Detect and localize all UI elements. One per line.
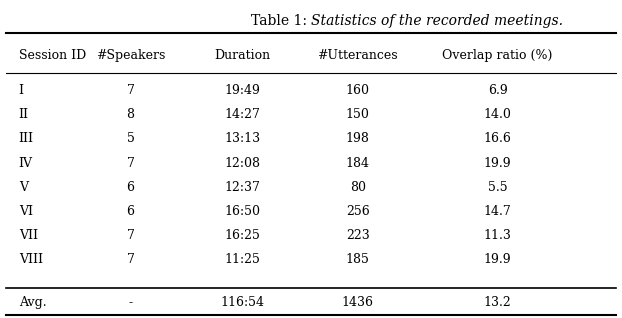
Text: Statistics of the recorded meetings.: Statistics of the recorded meetings. (311, 14, 563, 28)
Text: 13.2: 13.2 (484, 296, 511, 309)
Text: 19.9: 19.9 (484, 253, 511, 266)
Text: 16:25: 16:25 (225, 229, 261, 242)
Text: 185: 185 (346, 253, 369, 266)
Text: 14.0: 14.0 (484, 108, 511, 121)
Text: 12:08: 12:08 (225, 157, 261, 169)
Text: 256: 256 (346, 205, 369, 218)
Text: 5: 5 (127, 133, 134, 145)
Text: 116:54: 116:54 (221, 296, 264, 309)
Text: V: V (19, 181, 27, 194)
Text: 6: 6 (127, 181, 134, 194)
Text: 8: 8 (127, 108, 134, 121)
Text: 11.3: 11.3 (484, 229, 511, 242)
Text: 6: 6 (127, 205, 134, 218)
Text: 1436: 1436 (341, 296, 374, 309)
Text: I: I (19, 84, 24, 97)
Text: Avg.: Avg. (19, 296, 46, 309)
Text: 198: 198 (346, 133, 369, 145)
Text: Session ID: Session ID (19, 49, 86, 62)
Text: 150: 150 (346, 108, 369, 121)
Text: IV: IV (19, 157, 33, 169)
Text: 160: 160 (346, 84, 369, 97)
Text: 12:37: 12:37 (225, 181, 261, 194)
Text: 80: 80 (350, 181, 366, 194)
Text: 19.9: 19.9 (484, 157, 511, 169)
Text: 16:50: 16:50 (225, 205, 261, 218)
Text: VI: VI (19, 205, 33, 218)
Text: Table 1:: Table 1: (251, 14, 311, 28)
Text: #Speakers: #Speakers (96, 49, 165, 62)
Text: 7: 7 (127, 229, 134, 242)
Text: III: III (19, 133, 34, 145)
Text: 14.7: 14.7 (484, 205, 511, 218)
Text: 184: 184 (346, 157, 369, 169)
Text: 223: 223 (346, 229, 369, 242)
Text: 7: 7 (127, 157, 134, 169)
Text: Overlap ratio (%): Overlap ratio (%) (442, 49, 553, 62)
Text: 19:49: 19:49 (225, 84, 261, 97)
Text: 11:25: 11:25 (225, 253, 261, 266)
Text: 14:27: 14:27 (225, 108, 261, 121)
Text: #Utterances: #Utterances (317, 49, 398, 62)
Text: -: - (129, 296, 132, 309)
Text: 16.6: 16.6 (484, 133, 511, 145)
Text: Duration: Duration (215, 49, 271, 62)
Text: 13:13: 13:13 (225, 133, 261, 145)
Text: 7: 7 (127, 253, 134, 266)
Text: VIII: VIII (19, 253, 43, 266)
Text: 5.5: 5.5 (488, 181, 508, 194)
Text: 7: 7 (127, 84, 134, 97)
Text: VII: VII (19, 229, 38, 242)
Text: II: II (19, 108, 29, 121)
Text: 6.9: 6.9 (488, 84, 508, 97)
